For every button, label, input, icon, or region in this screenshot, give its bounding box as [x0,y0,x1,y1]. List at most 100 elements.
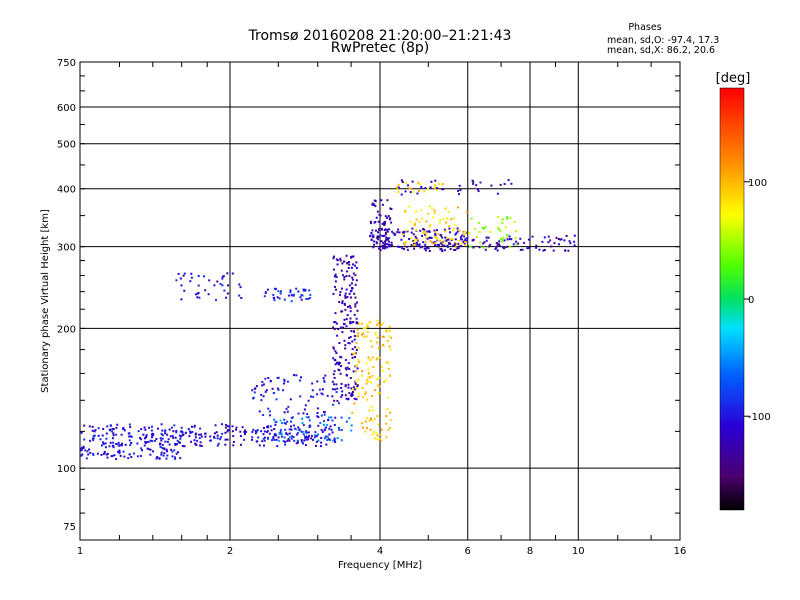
data-point [240,297,243,299]
data-point [317,433,319,436]
data-point [414,238,417,241]
data-point [190,440,192,443]
data-point [291,435,293,438]
data-point [386,243,389,246]
data-point [118,450,121,453]
data-point [463,234,466,236]
data-point [104,442,107,445]
data-point [354,370,357,373]
data-point [139,437,141,439]
data-point [140,428,143,431]
data-point [232,435,235,438]
data-point [183,445,186,448]
data-point [552,249,555,252]
data-point [224,426,227,429]
data-point [388,325,391,328]
data-point [415,237,418,240]
data-point [147,448,150,450]
data-point [279,432,282,435]
data-point [289,289,292,292]
data-point [443,244,446,247]
data-point [555,236,558,239]
data-point [378,213,381,216]
data-point [381,369,384,372]
data-point [80,449,83,452]
data-point [389,419,392,422]
data-point [405,245,408,248]
data-point [343,339,346,342]
data-point [358,360,361,363]
data-point [332,403,335,406]
data-point [503,239,506,242]
grid-lines [80,62,680,540]
data-point [164,432,167,435]
data-point [191,431,194,433]
data-point [452,227,455,230]
data-point [442,188,445,191]
data-point [331,388,334,391]
data-point [417,181,420,184]
data-point [287,405,290,408]
data-point [471,179,474,182]
data-point [300,376,302,379]
data-point [270,429,273,432]
data-point [94,429,97,432]
data-point [269,425,272,428]
data-point [453,242,456,245]
data-point [264,377,267,380]
data-point [314,431,317,434]
data-point [214,424,217,427]
data-point [345,373,348,376]
data-point [179,430,182,433]
data-point [336,263,339,266]
data-point [510,238,513,241]
data-point [496,192,499,195]
data-point [341,390,344,393]
data-point [175,279,178,282]
data-point [472,182,475,185]
data-point [408,238,411,240]
data-point [298,429,301,432]
data-point [476,236,478,238]
data-point [435,237,438,239]
data-point [564,249,567,252]
data-point [428,225,431,228]
data-point [424,187,427,189]
data-point [377,392,380,395]
data-point [371,229,374,232]
data-point [346,314,349,317]
data-point [470,217,473,220]
data-point [311,382,314,385]
data-point [284,422,287,425]
data-point [320,392,323,395]
data-point [496,244,499,247]
data-point [344,308,347,311]
data-point [505,236,508,239]
data-point [317,416,320,419]
data-point [434,234,437,237]
data-point [265,389,268,392]
data-point [436,243,439,246]
data-point [490,184,493,187]
data-point [342,322,345,325]
data-point [155,437,158,440]
data-point [117,450,119,453]
data-point [521,248,524,251]
data-point [128,435,131,438]
data-point [506,234,509,236]
data-point [502,236,505,239]
data-point [353,388,356,391]
data-point [512,243,515,246]
data-point [391,230,394,233]
data-point [390,208,393,210]
data-point [388,218,391,221]
data-point [330,428,333,431]
data-point [388,244,391,247]
data-point [274,433,277,435]
data-point [420,209,423,212]
data-point [396,188,399,191]
data-point [350,429,353,432]
data-point [297,412,300,415]
data-point [416,192,419,195]
data-point [335,352,338,355]
